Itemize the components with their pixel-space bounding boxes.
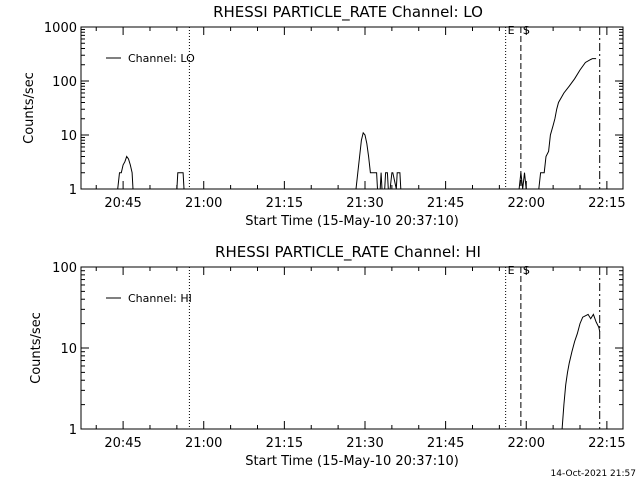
y-tick-label: 1 (69, 423, 77, 438)
footer-timestamp: 14-Oct-2021 21:57 (551, 469, 636, 479)
x-axis-label: Start Time (15-May-10 20:37:10) (245, 454, 459, 469)
x-ticks: 20:45 21:00 21:15 21:30 21:45 22:00 22:15 (95, 27, 626, 211)
x-axis-label: Start Time (15-May-10 20:37:10) (245, 214, 459, 229)
y-tick-label: 10 (60, 129, 77, 144)
chart-panel-lo: RHESSI PARTICLE_RATE Channel: LO Counts/… (22, 3, 626, 229)
event-marker-label: E (508, 264, 515, 277)
y-ticks: 1 10 100 (52, 261, 623, 438)
y-tick-label: 1 (69, 183, 77, 198)
x-tick-label: 20:45 (104, 196, 141, 211)
y-axis-label: Counts/sec (29, 312, 44, 384)
x-tick-label: 21:15 (266, 196, 303, 211)
event-marker-label: S (523, 264, 530, 277)
x-tick-label: 21:00 (185, 196, 222, 211)
series-line-0 (561, 313, 601, 430)
y-tick-label: 100 (52, 261, 77, 276)
y-tick-label: 10 (60, 342, 77, 357)
event-marker-label: S (523, 24, 530, 37)
x-tick-label: 21:30 (346, 196, 383, 211)
y-ticks: 1 10 100 1000 (44, 21, 623, 198)
x-ticks: 20:45 21:00 21:15 21:30 21:45 22:00 22:15 (95, 267, 626, 451)
x-tick-label: 21:15 (266, 436, 303, 451)
series-group (81, 58, 597, 190)
x-tick-label: 21:45 (427, 196, 464, 211)
x-tick-label: 22:00 (508, 196, 545, 211)
x-tick-label: 20:45 (104, 436, 141, 451)
chart-title: RHESSI PARTICLE_RATE Channel: HI (215, 243, 481, 262)
event-marker-label: E (508, 24, 515, 37)
x-tick-label: 21:00 (185, 436, 222, 451)
legend-label: Channel: LO (128, 52, 195, 65)
x-tick-label: 22:00 (508, 436, 545, 451)
y-tick-label: 1000 (44, 21, 77, 36)
chart-title: RHESSI PARTICLE_RATE Channel: LO (213, 3, 483, 22)
series-line-0 (81, 58, 597, 190)
x-tick-label: 21:30 (346, 436, 383, 451)
x-tick-label: 22:15 (588, 436, 625, 451)
x-tick-label: 22:15 (588, 196, 625, 211)
x-tick-label: 21:45 (427, 436, 464, 451)
y-axis-label: Counts/sec (22, 72, 37, 144)
chart-panel-hi: RHESSI PARTICLE_RATE Channel: HI Counts/… (29, 243, 626, 469)
y-tick-label: 100 (52, 75, 77, 90)
series-group (561, 313, 601, 430)
legend-label: Channel: HI (128, 292, 192, 305)
